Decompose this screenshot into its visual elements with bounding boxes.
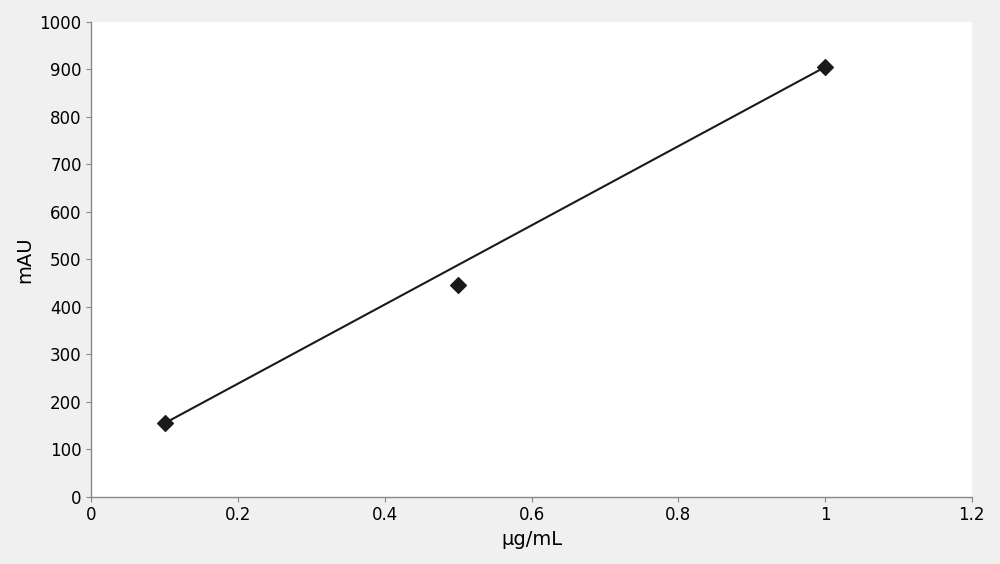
X-axis label: μg/mL: μg/mL [501,530,562,549]
Point [817,63,833,72]
Point [450,281,466,290]
Point [157,418,173,428]
Y-axis label: mAU: mAU [15,236,34,283]
